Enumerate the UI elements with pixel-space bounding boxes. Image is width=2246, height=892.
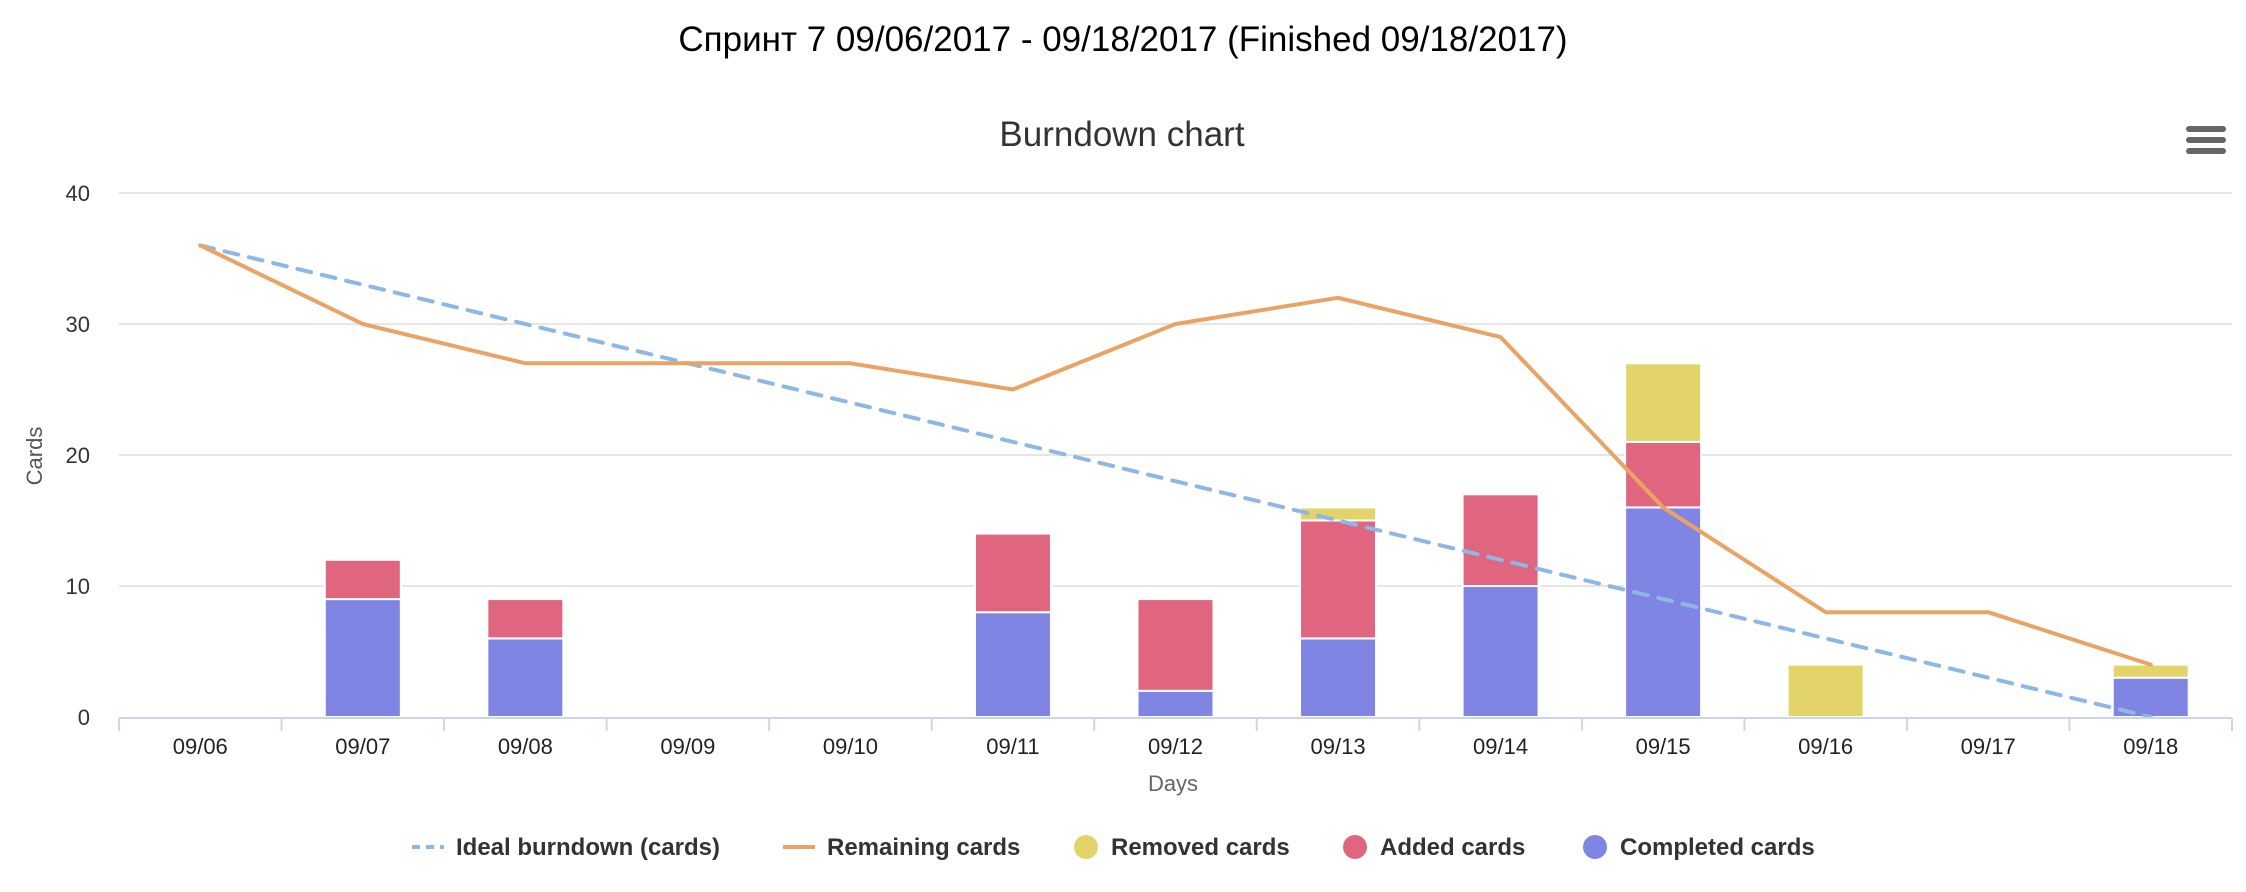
x-tick-label: 09/10 xyxy=(823,734,878,759)
bar-completed-cards09-14[interactable] xyxy=(1461,585,1540,718)
y-tick-label: 40 xyxy=(66,181,90,206)
x-tick-label: 09/06 xyxy=(173,734,228,759)
x-tick-label: 09/07 xyxy=(335,734,390,759)
bar-added-cards09-14[interactable] xyxy=(1461,493,1540,587)
bar-completed-cards09-13[interactable] xyxy=(1299,637,1378,719)
bar-removed-cards09-16[interactable] xyxy=(1786,663,1865,718)
line-ideal-burndown-cards[interactable] xyxy=(198,243,2153,719)
bar-removed-cards09-13[interactable] xyxy=(1299,506,1378,522)
bar-completed-cards09-15[interactable] xyxy=(1624,506,1703,718)
x-tick-label: 09/15 xyxy=(1636,734,1691,759)
legend-circle-icon xyxy=(1343,835,1367,859)
axes: 0 10 20 30 40 09/06 09/07 09/08 09/09 09/10 09/11 0… xyxy=(66,181,2233,759)
legend-circle-icon xyxy=(1074,835,1098,859)
chart-title: Burndown chart xyxy=(999,115,1244,154)
legend: Ideal burndown (cards) Remaining cards Rem… xyxy=(412,834,1815,861)
bar-added-cards09-12[interactable] xyxy=(1136,598,1215,692)
x-tick-label: 09/18 xyxy=(2123,734,2178,759)
legend-item[interactable]: Removed cards xyxy=(1074,834,1290,861)
bar-completed-cards09-08[interactable] xyxy=(486,637,565,719)
x-tick-label: 09/11 xyxy=(986,734,1039,759)
legend-label: Ideal burndown (cards) xyxy=(456,834,720,861)
legend-label: Completed cards xyxy=(1620,834,1815,861)
bar-added-cards09-07[interactable] xyxy=(323,558,402,601)
bar-added-cards09-15[interactable] xyxy=(1624,440,1703,509)
x-tick-label: 09/16 xyxy=(1798,734,1853,759)
x-tick-label: 09/12 xyxy=(1148,734,1203,759)
x-tick-label: 09/09 xyxy=(660,734,715,759)
legend-circle-icon xyxy=(1583,835,1607,859)
legend-label: Added cards xyxy=(1380,834,1525,861)
x-tick-label: 09/08 xyxy=(498,734,553,759)
legend-item[interactable]: Added cards xyxy=(1343,834,1525,861)
line-remaining-cards[interactable] xyxy=(198,243,2153,667)
bar-completed-cards09-07[interactable] xyxy=(323,598,402,718)
bars xyxy=(323,362,2190,719)
legend-item[interactable]: Completed cards xyxy=(1583,834,1815,861)
bar-completed-cards09-12[interactable] xyxy=(1136,689,1215,718)
bar-added-cards09-13[interactable] xyxy=(1299,519,1378,640)
hamburger-menu-icon[interactable] xyxy=(2186,126,2226,162)
bar-added-cards09-08[interactable] xyxy=(486,598,565,640)
bar-completed-cards09-11[interactable] xyxy=(973,611,1052,719)
y-tick-label: 0 xyxy=(78,705,90,730)
legend-label: Remaining cards xyxy=(827,834,1020,861)
series-lines xyxy=(198,243,2153,719)
y-tick-label: 30 xyxy=(66,312,90,337)
x-axis-label: Days xyxy=(1148,771,1198,796)
y-tick-label: 10 xyxy=(66,574,90,599)
legend-item[interactable]: Remaining cards xyxy=(783,834,1020,861)
legend-label: Removed cards xyxy=(1111,834,1290,861)
page-title: Спринт 7 09/06/2017 - 09/18/2017 (Finish… xyxy=(678,20,1568,59)
bar-added-cards09-11[interactable] xyxy=(973,532,1052,614)
y-axis-label: Cards xyxy=(22,427,47,486)
x-tick-label: 09/14 xyxy=(1473,734,1528,759)
y-tick-label: 20 xyxy=(66,443,90,468)
x-tick-label: 09/17 xyxy=(1961,734,2016,759)
bar-removed-cards09-15[interactable] xyxy=(1624,362,1703,443)
grid-lines xyxy=(119,192,2232,587)
x-tick-label: 09/13 xyxy=(1311,734,1366,759)
legend-item[interactable]: Ideal burndown (cards) xyxy=(412,834,720,861)
